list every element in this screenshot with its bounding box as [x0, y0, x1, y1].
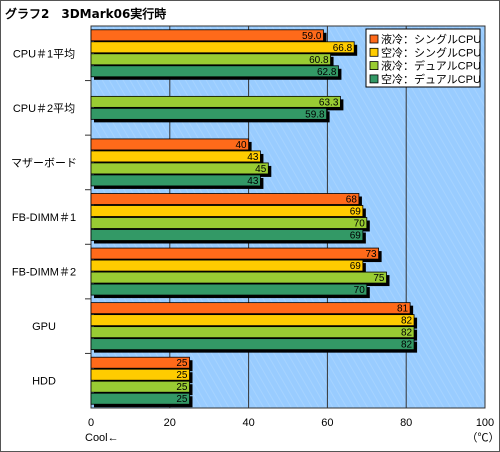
bar-value-label: 25 — [176, 358, 188, 369]
bar-value-label: 68 — [346, 195, 358, 206]
legend-label: 液冷：デュアルCPU — [381, 59, 481, 73]
bar-value-label: 43 — [247, 176, 259, 187]
bar-value-label: 82 — [401, 316, 413, 327]
legend-label: 空冷：シングルCPU — [381, 45, 481, 59]
bar-value-label: 59.0 — [302, 31, 322, 42]
bar-value-label: 63.3 — [319, 97, 339, 108]
bar-value-label: 70 — [354, 285, 366, 296]
bar — [90, 338, 415, 351]
bar — [90, 259, 364, 272]
bar — [90, 217, 368, 229]
bar-value-label: 62.8 — [317, 67, 337, 78]
category-label: CPU＃1平均 — [13, 47, 75, 60]
category-label: FB-DIMM＃1 — [12, 211, 76, 224]
x-tick-label: 80 — [400, 417, 412, 429]
legend-swatch — [369, 74, 379, 84]
category-label: FB-DIMM＃2 — [12, 266, 76, 279]
bar-value-label: 70 — [354, 219, 366, 230]
category-label: CPU＃2平均 — [13, 102, 75, 115]
x-axis-unit-label: （℃） — [467, 431, 500, 444]
bar-value-label: 25 — [176, 382, 188, 393]
bar — [90, 53, 331, 66]
bar — [90, 302, 411, 315]
bar — [90, 95, 341, 108]
legend-box — [365, 28, 481, 88]
bar — [90, 392, 190, 405]
bar-value-label: 25 — [176, 370, 188, 381]
x-tick-label: 40 — [242, 417, 254, 429]
bar-value-label: 60.8 — [309, 55, 329, 66]
bar-value-label: 69 — [350, 207, 362, 218]
bar — [90, 368, 190, 381]
bar — [90, 283, 368, 296]
bar — [90, 229, 364, 241]
bar — [90, 193, 360, 205]
legend-swatch — [369, 34, 379, 44]
bar-value-label: 25 — [176, 394, 188, 405]
bar — [90, 107, 328, 120]
x-tick-label: 20 — [164, 417, 176, 429]
bar-value-label: 73 — [365, 249, 377, 260]
bar-value-label: 43 — [247, 152, 259, 163]
bar — [90, 162, 269, 175]
bar — [90, 29, 324, 42]
bar — [90, 380, 190, 393]
legend-label: 空冷：デュアルCPU — [381, 72, 481, 86]
bar-value-label: 81 — [397, 304, 409, 315]
bar — [90, 271, 387, 284]
bar-value-label: 75 — [373, 273, 385, 284]
bar-value-label: 82 — [401, 340, 413, 351]
bar — [90, 150, 261, 163]
x-tick-label: 100 — [476, 417, 494, 429]
x-tick-label: 0 — [88, 417, 94, 429]
legend-swatch — [369, 47, 379, 57]
bar-value-label: 82 — [401, 328, 413, 339]
bar-value-label: 59.8 — [305, 109, 325, 120]
bar-value-label: 69 — [350, 231, 362, 242]
bar — [90, 65, 339, 78]
bar-value-label: 40 — [235, 140, 247, 151]
bar — [90, 41, 355, 54]
bar — [90, 326, 415, 339]
bar — [90, 356, 190, 369]
bar — [90, 138, 250, 151]
bar-value-label: 45 — [255, 164, 267, 175]
bar-value-label: 66.8 — [333, 43, 353, 54]
bar — [90, 174, 261, 187]
bar — [90, 205, 364, 217]
category-label: マザーボード — [11, 156, 77, 169]
bar — [90, 247, 380, 260]
category-label: HDD — [32, 376, 56, 388]
legend-swatch — [369, 61, 379, 70]
x-axis-label-left: Cool← — [85, 432, 119, 444]
bar — [90, 314, 415, 327]
bar-value-label: 69 — [350, 261, 362, 272]
chart-title: グラフ2 3DMark06実行時 — [5, 7, 167, 21]
x-tick-label: 60 — [321, 417, 333, 429]
category-label: GPU — [32, 321, 56, 333]
legend-label: 液冷：シングルCPU — [381, 32, 481, 46]
